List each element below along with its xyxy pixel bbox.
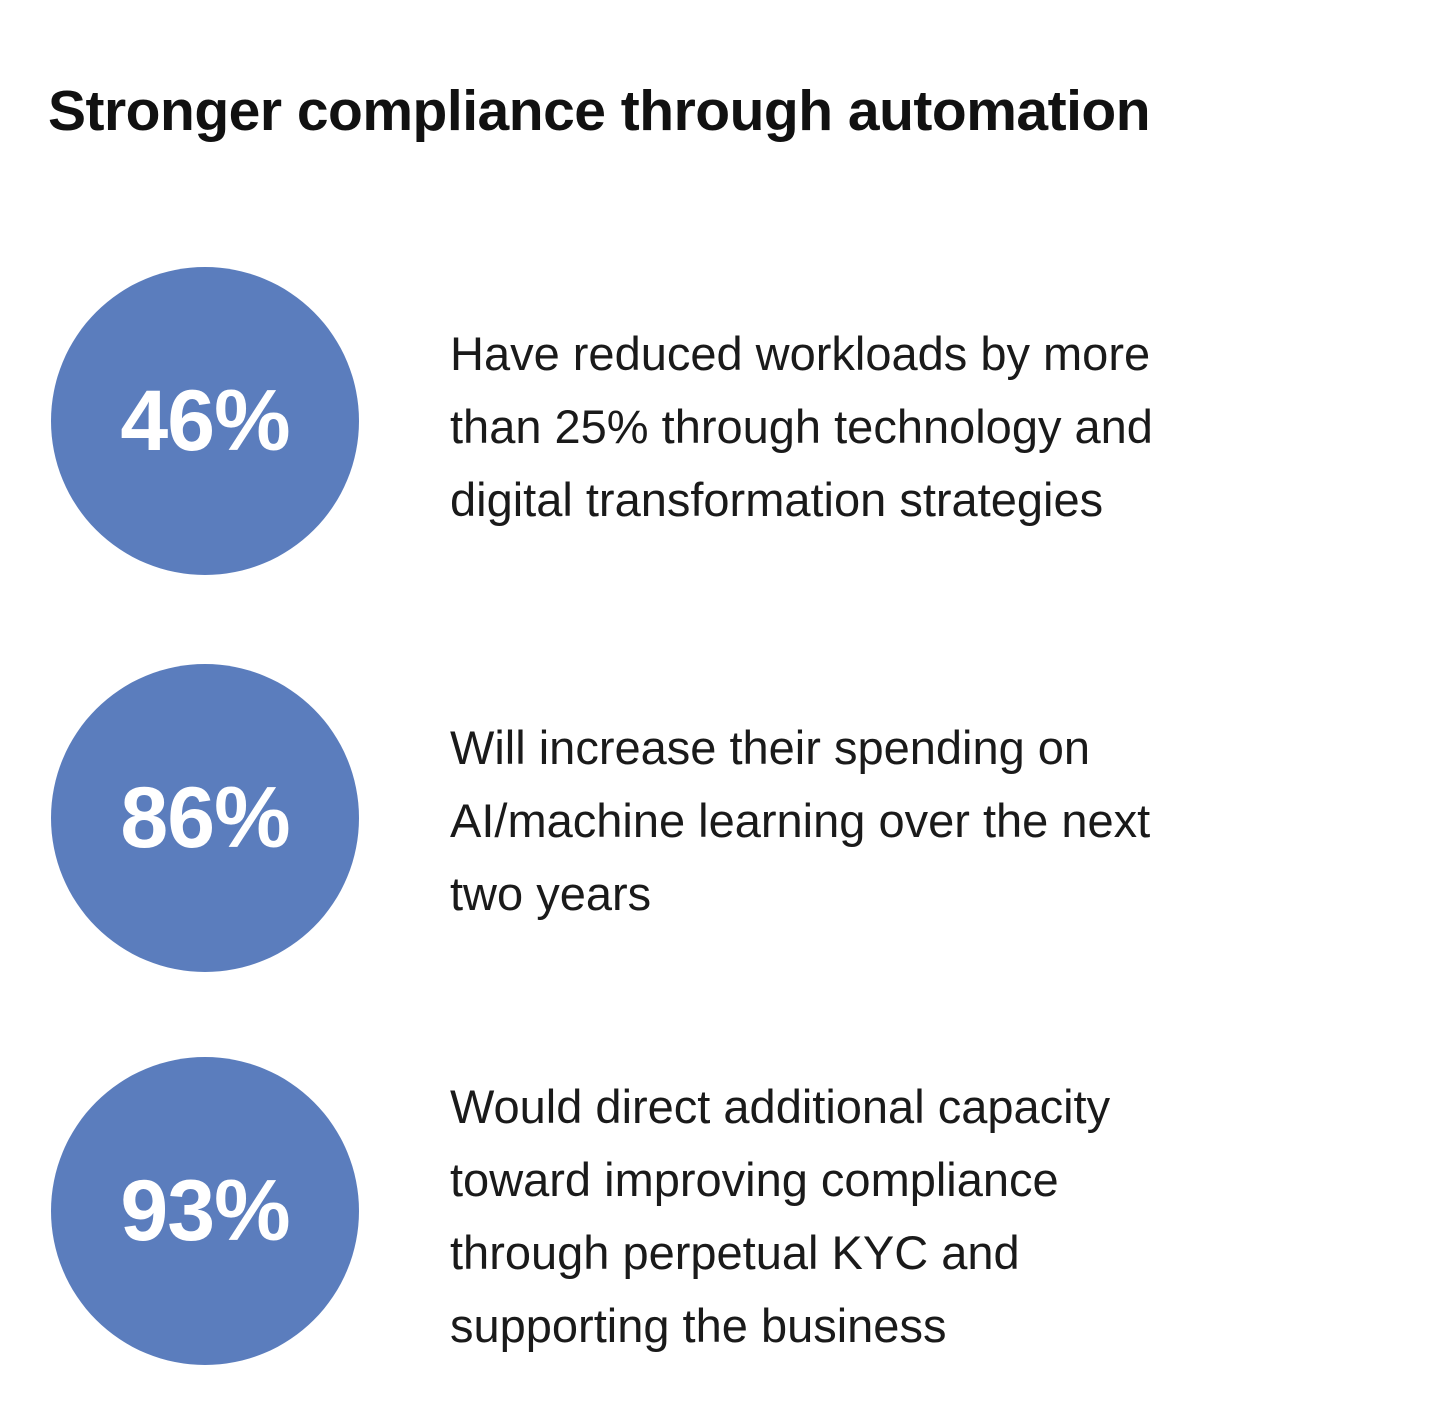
stat-value: 93%	[120, 1162, 290, 1259]
desc-line: through perpetual KYC and	[450, 1226, 1020, 1279]
stat-item: 86% Will increase their spending on AI/m…	[0, 664, 1439, 974]
stat-value: 46%	[120, 372, 290, 469]
desc-line: two years	[450, 867, 652, 920]
stat-item: 46% Have reduced workloads by more than …	[0, 267, 1439, 577]
stat-circle: 46%	[51, 267, 359, 575]
desc-line: supporting the business	[450, 1299, 947, 1352]
desc-line: AI/machine learning over the next	[450, 794, 1151, 847]
stat-circle: 86%	[51, 664, 359, 972]
stat-circle: 93%	[51, 1057, 359, 1365]
desc-line: toward improving compliance	[450, 1153, 1059, 1206]
stat-description: Have reduced workloads by more than 25% …	[450, 317, 1350, 536]
stat-item: 93% Would direct additional capacity tow…	[0, 1057, 1439, 1367]
desc-line: digital transformation strategies	[450, 473, 1104, 526]
desc-line: Have reduced workloads by more	[450, 327, 1151, 380]
desc-line: Will increase their spending on	[450, 721, 1091, 774]
stat-value: 86%	[120, 769, 290, 866]
stat-description: Would direct additional capacity toward …	[450, 1070, 1350, 1362]
desc-line: Would direct additional capacity	[450, 1080, 1111, 1133]
desc-line: than 25% through technology and	[450, 400, 1153, 453]
stat-description: Will increase their spending on AI/machi…	[450, 711, 1350, 930]
page-title: Stronger compliance through automation	[48, 79, 1151, 143]
